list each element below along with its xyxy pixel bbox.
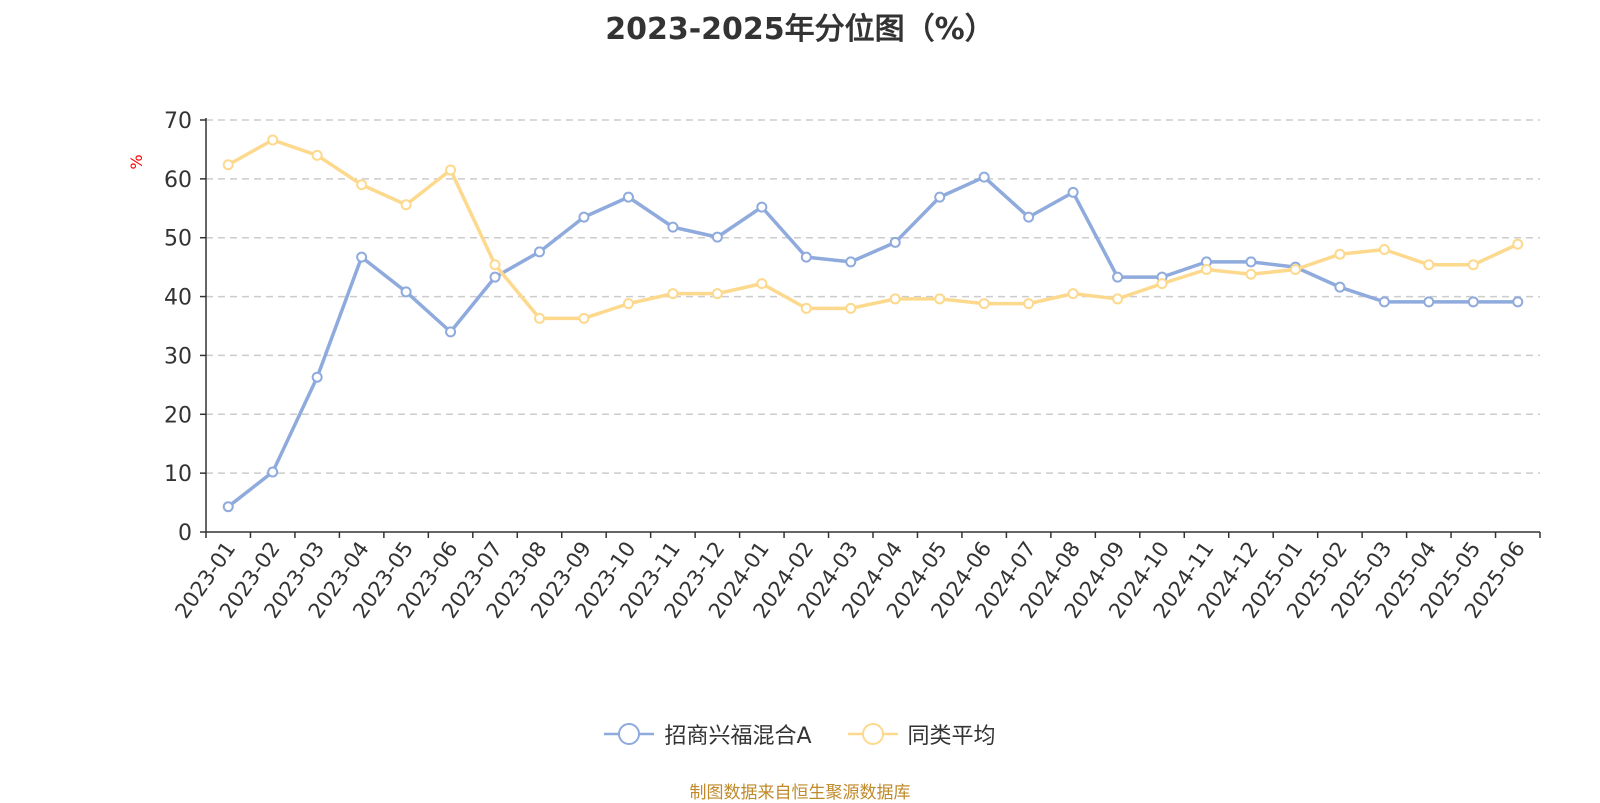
data-point — [622, 298, 634, 310]
y-tick-label: 20 — [164, 403, 192, 428]
data-point — [1245, 268, 1257, 280]
legend-swatch-marker — [861, 723, 884, 745]
data-point — [889, 293, 901, 305]
data-point — [400, 199, 412, 211]
data-point — [1156, 278, 1168, 290]
data-point — [978, 298, 990, 310]
data-point — [1378, 296, 1390, 308]
data-point — [1334, 281, 1346, 293]
data-point — [1423, 259, 1435, 271]
legend-swatch-marker — [618, 723, 641, 745]
y-tick-label: 70 — [164, 109, 192, 134]
data-point — [845, 302, 857, 314]
data-point — [1334, 248, 1346, 260]
data-point — [1512, 296, 1524, 308]
data-point — [267, 134, 279, 146]
data-point — [489, 259, 501, 271]
data-point — [311, 371, 323, 383]
data-point — [578, 211, 590, 223]
y-tick-label: 60 — [164, 168, 192, 193]
data-point — [445, 326, 457, 338]
y-tick-label: 40 — [164, 286, 192, 311]
data-point — [756, 201, 768, 213]
data-point — [356, 251, 368, 263]
y-tick-label: 10 — [164, 462, 192, 487]
series-line-1 — [227, 138, 1519, 321]
data-point — [845, 256, 857, 268]
data-point — [356, 179, 368, 191]
data-point — [445, 164, 457, 176]
data-point — [756, 278, 768, 290]
data-point — [1112, 271, 1124, 283]
data-point — [222, 501, 234, 513]
data-point — [578, 312, 590, 324]
data-point — [222, 159, 234, 171]
y-tick-label: 30 — [164, 344, 192, 369]
data-point — [1245, 256, 1257, 268]
source-note: 制图数据来自恒生聚源数据库 — [689, 783, 911, 803]
data-point — [267, 466, 279, 478]
data-point — [1378, 243, 1390, 255]
data-point — [1512, 238, 1524, 250]
data-point — [800, 251, 812, 263]
data-point — [800, 302, 812, 314]
chart-title: 2023-2025年分位图（%） — [605, 12, 995, 47]
y-axis-label: % — [127, 154, 146, 169]
data-point — [400, 286, 412, 298]
data-point — [534, 312, 545, 324]
data-point — [978, 171, 990, 183]
data-point — [889, 236, 901, 248]
legend: 招商兴福混合A 同类平均 — [0, 718, 1600, 750]
data-point — [1067, 186, 1079, 198]
axes: 0102030405060702023-012023-022023-032023… — [164, 109, 1541, 623]
data-point — [934, 191, 946, 203]
data-point — [1112, 293, 1124, 305]
data-point — [1289, 263, 1301, 275]
data-point — [1423, 296, 1435, 308]
data-point — [489, 271, 501, 283]
legend-swatch-icon — [847, 723, 898, 745]
series-layer — [222, 134, 1524, 513]
legend-item[interactable]: 同类平均 — [847, 718, 996, 750]
data-point — [1067, 288, 1079, 300]
legend-item[interactable]: 招商兴福混合A — [604, 718, 812, 750]
legend-label: 同类平均 — [907, 724, 996, 749]
data-point — [1023, 211, 1035, 223]
data-point — [667, 288, 679, 300]
data-point — [934, 293, 946, 305]
data-point — [711, 231, 723, 243]
gridlines — [206, 119, 1540, 474]
data-point — [1467, 259, 1479, 271]
data-point — [622, 191, 634, 203]
y-tick-label: 50 — [164, 227, 192, 252]
data-point — [667, 221, 679, 233]
data-point — [311, 149, 323, 161]
legend-swatch-icon — [604, 723, 655, 745]
data-point — [534, 246, 545, 258]
data-point — [1023, 298, 1035, 310]
data-point — [1467, 296, 1479, 308]
data-point — [1201, 263, 1212, 275]
y-tick-label: 0 — [178, 521, 192, 546]
series-line-0 — [227, 175, 1518, 509]
legend-label: 招商兴福混合A — [664, 724, 812, 749]
data-point — [711, 288, 723, 300]
